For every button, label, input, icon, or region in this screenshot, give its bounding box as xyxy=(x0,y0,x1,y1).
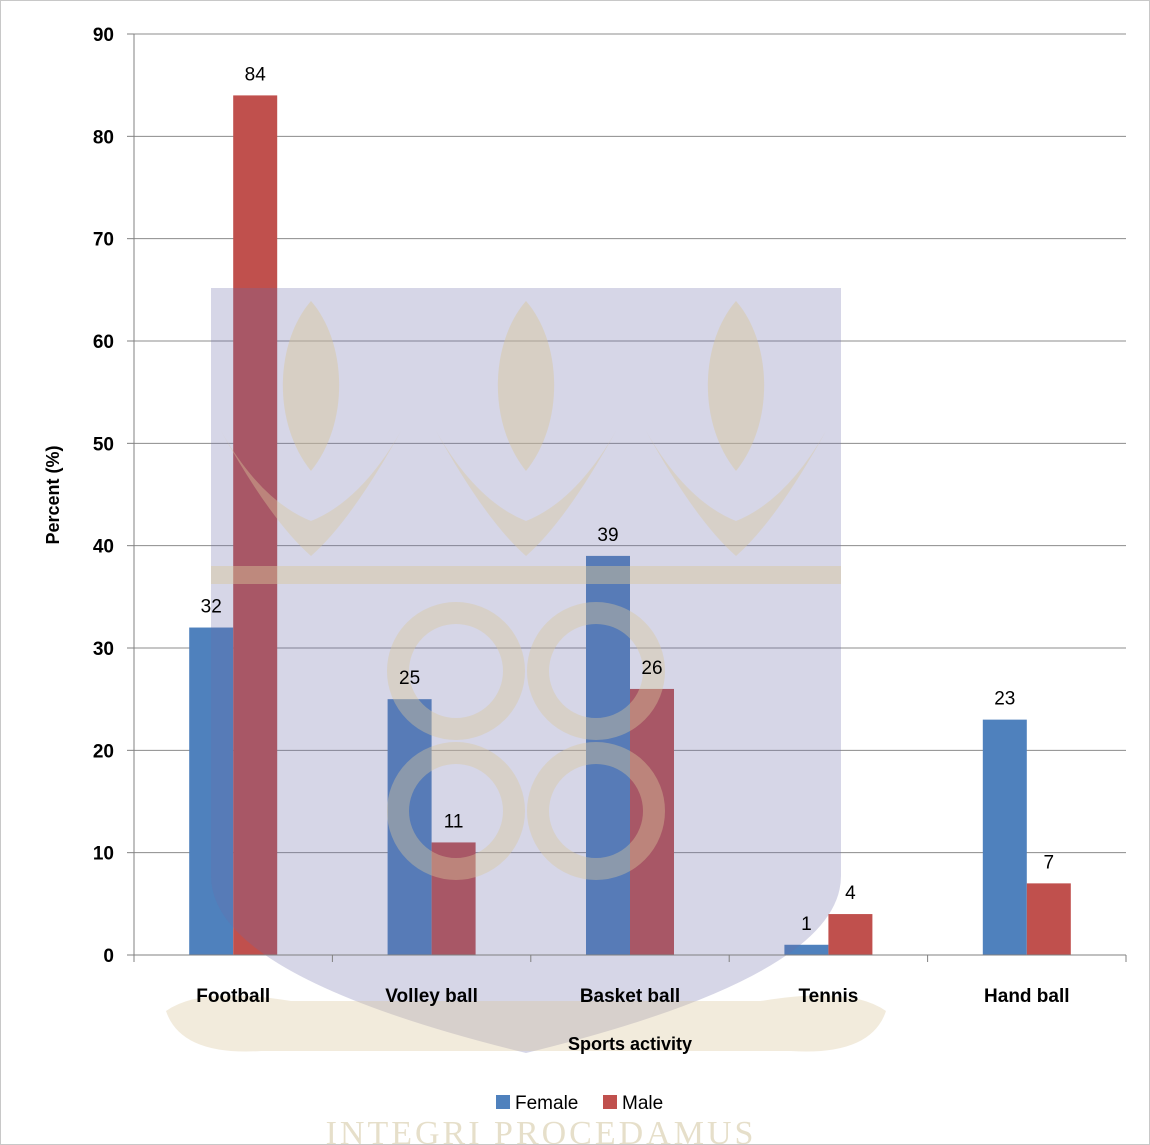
axes xyxy=(127,33,1127,962)
data-label: 4 xyxy=(845,883,856,904)
y-tick-label: 90 xyxy=(93,25,114,46)
y-axis-title: Percent (%) xyxy=(43,445,63,544)
bar-male-basket-ball xyxy=(630,688,674,955)
crest-leaf-shape xyxy=(221,431,401,556)
y-tick-label: 60 xyxy=(93,332,114,353)
x-category-label: Football xyxy=(196,986,270,1007)
data-label: 11 xyxy=(444,811,464,832)
crest-leaf-shape xyxy=(646,431,826,556)
data-label: 32 xyxy=(201,597,222,618)
bars xyxy=(189,95,1071,955)
labels: 0 10 20 30 40 50 60 70 80 90 32 25 39 1 23 84 11 26 4 7 Foot… xyxy=(43,25,1070,1054)
bar-female-tennis xyxy=(784,944,829,955)
legend-label-male: Male xyxy=(622,1093,663,1114)
bar-male-hand-ball xyxy=(1026,883,1071,955)
y-tick-label: 10 xyxy=(93,844,114,865)
legend: Female Male xyxy=(496,1093,663,1114)
bar-female-basket-ball xyxy=(586,555,630,955)
y-tick-label: 50 xyxy=(93,434,114,455)
x-category-label: Hand ball xyxy=(984,986,1070,1007)
bar-female-volley-ball xyxy=(387,699,432,955)
y-tick-label: 70 xyxy=(93,230,114,251)
legend-label-female: Female xyxy=(515,1093,578,1114)
legend-swatch-male xyxy=(603,1095,617,1109)
watermark-crest: INTEGRI PROCEDAMUS xyxy=(166,288,886,1144)
y-tick-label: 30 xyxy=(93,639,114,660)
y-tick-label: 80 xyxy=(93,127,114,148)
crest-scroll-shape xyxy=(166,995,886,1052)
data-label: 26 xyxy=(641,658,662,679)
crest-band-shape xyxy=(211,566,841,584)
bar-male-volley-ball xyxy=(431,842,476,955)
y-tick-label: 20 xyxy=(93,741,114,762)
legend-swatch-female xyxy=(496,1095,510,1109)
x-axis-title: Sports activity xyxy=(568,1034,692,1054)
bar-male-football xyxy=(233,95,278,955)
watermark-motto: INTEGRI PROCEDAMUS xyxy=(326,1115,757,1144)
data-label: 25 xyxy=(399,668,420,689)
data-label: 23 xyxy=(994,689,1015,710)
crest-swirl-shape xyxy=(387,742,525,880)
crest-leaf-shape xyxy=(282,301,340,471)
x-category-label: Basket ball xyxy=(580,986,680,1007)
bar-female-hand-ball xyxy=(982,719,1027,955)
data-label: 7 xyxy=(1044,852,1055,873)
data-label: 1 xyxy=(801,914,812,935)
x-category-label: Volley ball xyxy=(385,986,478,1007)
data-label: 39 xyxy=(597,525,618,546)
crest-leaf-shape xyxy=(436,431,616,556)
x-category-label: Tennis xyxy=(798,986,858,1007)
crest-swirl-shape xyxy=(527,602,665,740)
crest-leaf-shape xyxy=(497,301,555,471)
gridlines xyxy=(134,33,1126,854)
crest-swirl-shape xyxy=(387,602,525,740)
bar-male-tennis xyxy=(828,914,873,955)
bar-female-football xyxy=(189,627,234,955)
crest-leaf-shape xyxy=(707,301,765,471)
crest-shield-shape xyxy=(211,288,841,1053)
data-label: 84 xyxy=(245,64,267,85)
crest-swirl-shape xyxy=(527,742,665,880)
y-tick-label: 40 xyxy=(93,537,114,558)
y-tick-label: 0 xyxy=(103,946,114,967)
